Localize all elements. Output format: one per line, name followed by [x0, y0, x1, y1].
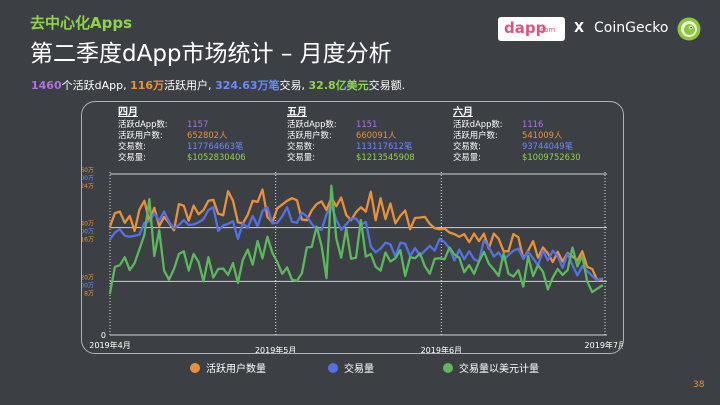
y-tick-label-users: 220万: [82, 274, 94, 281]
summary-volume-text: 交易额.: [368, 79, 406, 92]
series-line-tx: [108, 204, 604, 282]
y-tick-label-volume: 24万: [82, 183, 94, 190]
y-tick-label-users: 440万: [82, 221, 94, 228]
logo-separator: X: [574, 21, 585, 36]
summary-volume: 32.8亿美元: [308, 79, 369, 92]
month-title: 四月: [118, 107, 138, 118]
x-tick-label: 2019年7月: [585, 340, 623, 350]
chart-panel: 660万600万24万 440万400万16万 220万200万8万 02019年4月…: [81, 101, 624, 354]
stat-label: 交易数:: [118, 141, 146, 151]
stat-dapps: 1151: [356, 119, 378, 129]
stat-dapps: 1116: [522, 119, 544, 129]
summary-tx-text: 交易,: [279, 79, 309, 92]
dapp-logo-suffix: .com: [538, 26, 556, 34]
summary-line: 1460个活跃dApp, 116万活跃用户, 324.63万笔交易, 32.8亿…: [31, 77, 405, 93]
stat-label: 交易量:: [453, 152, 481, 162]
summary-users-count: 116万: [130, 79, 165, 92]
chart-legend: 活跃用户数量 交易量 交易量以美元计量: [190, 360, 590, 376]
stat-label: 交易量:: [118, 152, 146, 162]
line-chart: 660万600万24万 440万400万16万 220万200万8万 02019年4月…: [82, 167, 623, 353]
y-tick-label-tx: 600万: [82, 175, 94, 182]
y-tick-label-tx: 200万: [82, 282, 94, 289]
summary-tx-count: 324.63万笔: [215, 79, 280, 92]
x-tick-label: 2019年5月: [255, 345, 296, 353]
stat-users: 652802人: [187, 130, 228, 140]
x-tick-label: 2019年6月: [421, 345, 462, 353]
y-tick-label-tx: 400万: [82, 229, 94, 236]
stat-label: 交易数:: [287, 141, 315, 151]
legend-label: 交易量以美元计量: [459, 364, 539, 375]
series-line-volume: [108, 184, 604, 295]
stat-users: 541009人: [522, 130, 563, 140]
stat-volume: $1213545908: [356, 152, 415, 162]
month-stats-april: 四月 活跃dApp数: 1157 活跃用户数: 652802人 交易数: 117764…: [118, 107, 246, 163]
dapp-logo: dapp .com: [498, 17, 565, 41]
legend-item-volume: 交易量以美元计量: [443, 360, 539, 375]
stat-label: 活跃用户数:: [453, 130, 498, 140]
gecko-icon: [677, 17, 701, 41]
y-tick-label-users: 660万: [82, 167, 94, 174]
legend-item-users: 活跃用户数量: [190, 360, 266, 375]
legend-marker: [328, 363, 338, 373]
series-line-users: [108, 188, 604, 281]
stat-volume: $1052830406: [187, 152, 246, 162]
stat-label: 活跃dApp数:: [453, 119, 503, 129]
month-title: 五月: [287, 107, 307, 118]
stat-tx: 93744049笔: [522, 141, 574, 151]
stat-tx: 113117612笔: [356, 141, 413, 151]
stat-users: 660091人: [356, 130, 397, 140]
month-stats-june: 六月 活跃dApp数: 1116 活跃用户数: 541009人 交易数: 937440…: [453, 107, 581, 163]
stat-label: 交易量:: [287, 152, 315, 162]
y-tick-label-volume: 8万: [84, 290, 94, 297]
page-number: 38: [693, 380, 705, 390]
y-tick-label: 0: [101, 331, 106, 340]
legend-label: 活跃用户数量: [206, 364, 266, 375]
x-tick-label: 2019年4月: [89, 340, 130, 350]
month-stats-may: 五月 活跃dApp数: 1151 活跃用户数: 660091人 交易数: 113117…: [287, 107, 415, 163]
month-title: 六月: [453, 107, 473, 118]
summary-dapps-count: 1460: [31, 79, 62, 92]
stat-tx: 117764663笔: [187, 141, 244, 151]
section-title: 去中心化Apps: [30, 14, 133, 32]
stat-volume: $1009752630: [522, 152, 581, 162]
summary-dapps-text: 个活跃dApp,: [61, 79, 131, 92]
legend-marker: [190, 363, 200, 373]
stat-label: 活跃dApp数:: [287, 119, 337, 129]
legend-label: 交易量: [344, 364, 374, 375]
summary-users-text: 活跃用户,: [164, 79, 216, 92]
stat-dapps: 1157: [187, 119, 209, 129]
dapp-logo-text: dapp: [504, 19, 547, 37]
stat-label: 活跃用户数:: [287, 130, 332, 140]
stat-label: 活跃dApp数:: [118, 119, 168, 129]
stat-label: 交易数:: [453, 141, 481, 151]
legend-item-tx: 交易量: [328, 360, 374, 375]
coingecko-logo-text: CoinGecko: [594, 20, 669, 36]
legend-marker: [443, 363, 453, 373]
y-tick-label-volume: 16万: [82, 237, 94, 244]
stat-label: 活跃用户数:: [118, 130, 163, 140]
page-title: 第二季度dApp市场统计 – 月度分析: [30, 41, 392, 67]
